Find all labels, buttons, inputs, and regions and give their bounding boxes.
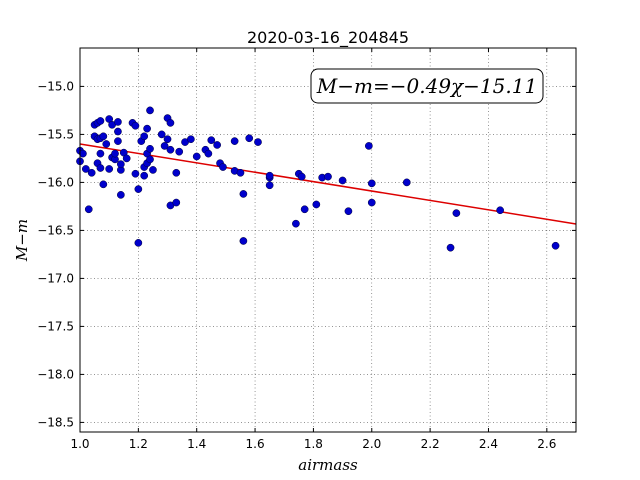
axis-ticks: 1.0 1.2 1.4 1.6 1.8 2.0 2.2 2.4 2.6 −15.0 −15.5 −16…	[37, 48, 576, 451]
chart-title: 2020-03-16_204845	[247, 28, 409, 48]
data-point	[131, 169, 140, 178]
data-point	[213, 141, 221, 149]
data-point	[245, 134, 254, 143]
data-point	[446, 243, 455, 252]
data-point	[364, 142, 373, 150]
data-point	[367, 179, 376, 188]
x-axis-label: airmass	[298, 456, 358, 474]
data-point	[157, 130, 166, 139]
y-tick-label: −16.0	[37, 175, 74, 189]
x-tick-label: 1.0	[70, 437, 89, 451]
data-point	[99, 180, 108, 189]
data-point	[312, 200, 321, 209]
data-point	[192, 152, 201, 161]
y-tick-label: −15.5	[37, 127, 74, 141]
data-point	[146, 155, 154, 164]
data-point	[111, 149, 119, 158]
x-tick-label: 2.4	[479, 437, 498, 451]
data-point	[175, 147, 184, 156]
plot-frame	[79, 47, 577, 433]
data-point	[114, 127, 122, 136]
data-point	[496, 206, 504, 215]
x-tick-label: 1.6	[246, 437, 265, 451]
data-point	[551, 241, 560, 250]
data-point	[131, 121, 140, 130]
data-point	[149, 166, 157, 174]
data-point	[160, 142, 169, 150]
data-point	[172, 168, 181, 177]
data-point	[297, 172, 306, 181]
fit-line-layer	[79, 143, 577, 225]
data-point	[219, 163, 227, 171]
data-point	[187, 135, 195, 144]
plot-area	[80, 48, 576, 432]
x-tick-label: 2.2	[421, 437, 440, 451]
data-point	[116, 191, 125, 199]
data-point	[452, 209, 461, 217]
data-point	[84, 205, 93, 214]
data-point	[134, 239, 143, 247]
data-point	[172, 198, 181, 207]
data-point	[105, 165, 114, 173]
y-tick-label: −17.5	[37, 319, 74, 333]
data-point	[324, 172, 332, 181]
data-point	[116, 160, 125, 169]
y-tick-label: −17.0	[37, 271, 74, 285]
data-point	[140, 171, 149, 180]
x-tick-label: 1.2	[129, 437, 148, 451]
data-point	[79, 149, 87, 158]
data-points	[76, 106, 560, 252]
fit-equation: M−m=−0.49χ−15.11	[316, 74, 537, 98]
data-point	[265, 171, 274, 180]
x-tick-label: 2.0	[362, 437, 381, 451]
data-point	[102, 140, 111, 148]
data-point	[239, 237, 248, 245]
data-point	[96, 117, 105, 125]
y-tick-label: −16.5	[37, 223, 74, 237]
data-point	[81, 165, 90, 173]
data-point	[166, 119, 175, 127]
annotation-box	[310, 68, 544, 104]
data-point	[140, 132, 149, 141]
data-point	[402, 178, 411, 187]
fit-equation-box: M−m=−0.49χ−15.11	[310, 68, 544, 104]
data-point	[96, 164, 105, 172]
data-point	[292, 219, 300, 228]
data-point	[122, 154, 131, 163]
y-tick-label: −18.5	[37, 415, 74, 429]
fit-line	[79, 143, 577, 225]
y-tick-label: −18.0	[37, 367, 74, 381]
data-point	[166, 145, 175, 154]
data-point	[87, 168, 96, 177]
y-axis-label: M−m	[13, 219, 31, 262]
data-point	[146, 106, 154, 115]
data-point	[344, 207, 353, 216]
y-tick-label: −15.0	[37, 79, 74, 93]
x-tick-label: 1.4	[187, 437, 206, 451]
data-point	[236, 168, 245, 177]
data-point	[134, 185, 143, 193]
x-tick-label: 1.8	[304, 437, 323, 451]
data-point	[230, 137, 239, 145]
data-point	[204, 149, 213, 158]
data-point	[163, 135, 172, 144]
data-point	[265, 181, 274, 190]
data-point	[367, 198, 376, 207]
data-point	[99, 132, 108, 141]
data-point	[96, 149, 105, 158]
data-point	[207, 136, 216, 145]
x-tick-label: 2.6	[537, 437, 556, 451]
data-point	[300, 205, 309, 214]
data-point	[114, 118, 122, 126]
data-point	[146, 144, 154, 153]
data-point	[254, 138, 262, 146]
data-point	[239, 190, 248, 198]
data-point	[114, 137, 122, 145]
data-point	[143, 124, 151, 133]
data-point	[338, 176, 347, 185]
